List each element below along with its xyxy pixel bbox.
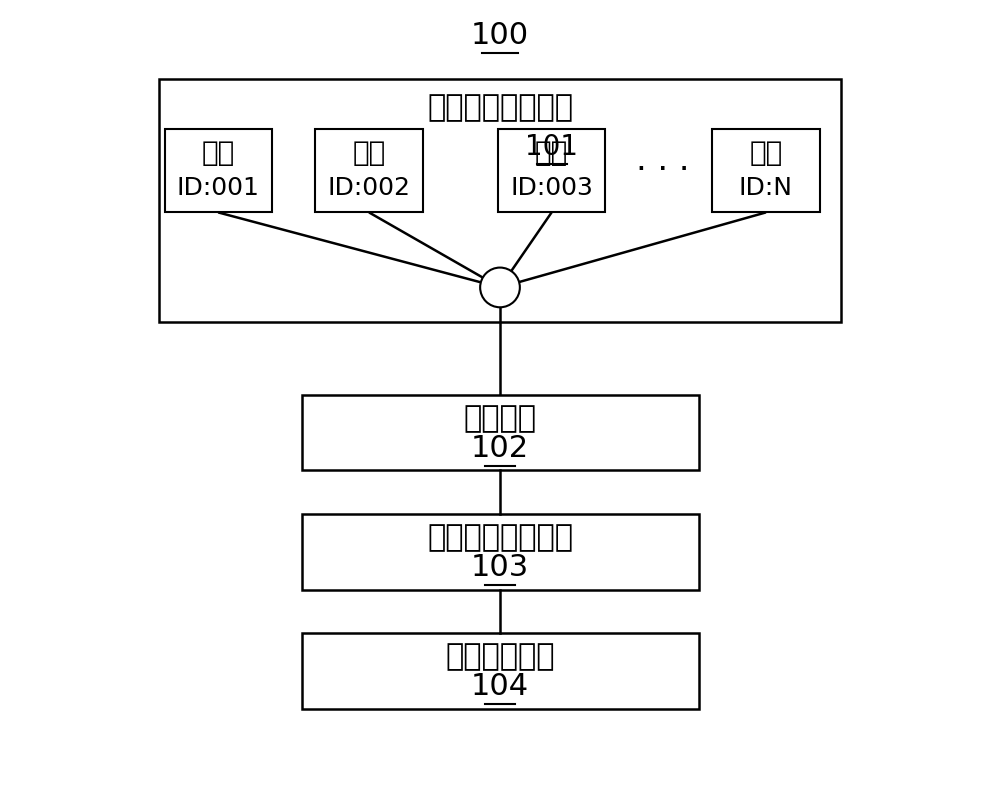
Text: 通信模块: 通信模块: [464, 404, 536, 433]
Text: 103: 103: [471, 553, 529, 582]
Bar: [712, 129, 820, 212]
Bar: [302, 395, 698, 470]
Text: · · ·: · · ·: [636, 154, 690, 187]
Text: ID:N: ID:N: [739, 176, 793, 200]
Text: ID:002: ID:002: [327, 176, 410, 200]
Text: 数字电源采集模块: 数字电源采集模块: [427, 93, 573, 121]
Text: 边缘计算平台模块: 边缘计算平台模块: [427, 523, 573, 552]
Text: 102: 102: [471, 434, 529, 463]
Bar: [302, 515, 698, 589]
Text: 101: 101: [525, 133, 578, 161]
Text: 节点: 节点: [352, 139, 386, 168]
Bar: [498, 129, 605, 212]
Text: 数据存储模块: 数据存储模块: [445, 642, 555, 671]
Text: ID:003: ID:003: [510, 176, 593, 200]
Text: 100: 100: [471, 21, 529, 50]
Text: 104: 104: [471, 673, 529, 701]
Text: 节点: 节点: [535, 139, 568, 168]
Text: 节点: 节点: [202, 139, 235, 168]
Text: ID:001: ID:001: [177, 176, 260, 200]
Bar: [315, 129, 423, 212]
Circle shape: [480, 268, 520, 307]
Bar: [302, 634, 698, 708]
Text: 节点: 节点: [749, 139, 783, 168]
Bar: [159, 79, 841, 322]
Bar: [165, 129, 272, 212]
